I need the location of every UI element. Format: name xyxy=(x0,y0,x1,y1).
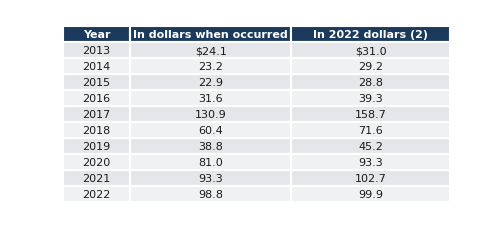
Bar xyxy=(130,186,291,202)
Bar xyxy=(291,123,450,138)
Text: 93.3: 93.3 xyxy=(198,173,223,183)
Text: 22.9: 22.9 xyxy=(198,78,223,88)
Text: Year: Year xyxy=(82,30,110,40)
Text: 39.3: 39.3 xyxy=(358,94,383,104)
Text: 31.6: 31.6 xyxy=(198,94,223,104)
Text: $24.1: $24.1 xyxy=(195,46,226,56)
Text: 2019: 2019 xyxy=(82,141,110,151)
Text: In 2022 dollars (2): In 2022 dollars (2) xyxy=(313,30,428,40)
Text: 93.3: 93.3 xyxy=(358,157,383,167)
Bar xyxy=(130,123,291,138)
Text: 38.8: 38.8 xyxy=(198,141,223,151)
Bar xyxy=(130,75,291,91)
Text: 2018: 2018 xyxy=(82,126,110,136)
Bar xyxy=(62,75,130,91)
Bar xyxy=(130,107,291,123)
Text: 102.7: 102.7 xyxy=(354,173,386,183)
Bar xyxy=(291,91,450,107)
Bar xyxy=(130,170,291,186)
Text: 130.9: 130.9 xyxy=(195,110,226,120)
Bar xyxy=(62,154,130,170)
Text: 2014: 2014 xyxy=(82,62,110,72)
Bar xyxy=(130,91,291,107)
Bar xyxy=(291,59,450,75)
Bar xyxy=(130,138,291,154)
Text: 2016: 2016 xyxy=(82,94,110,104)
Bar xyxy=(291,186,450,202)
Text: 2013: 2013 xyxy=(82,46,110,56)
Bar xyxy=(291,154,450,170)
Text: 29.2: 29.2 xyxy=(358,62,383,72)
Bar xyxy=(130,154,291,170)
Text: 2022: 2022 xyxy=(82,189,110,199)
Bar xyxy=(62,43,130,59)
Text: 23.2: 23.2 xyxy=(198,62,223,72)
Text: 2015: 2015 xyxy=(82,78,110,88)
Bar xyxy=(130,27,291,43)
Bar xyxy=(291,27,450,43)
Text: 45.2: 45.2 xyxy=(358,141,383,151)
Text: 2017: 2017 xyxy=(82,110,110,120)
Bar xyxy=(291,138,450,154)
Bar xyxy=(62,186,130,202)
Text: 60.4: 60.4 xyxy=(198,126,223,136)
Text: 28.8: 28.8 xyxy=(358,78,383,88)
Bar xyxy=(291,170,450,186)
Text: 99.9: 99.9 xyxy=(358,189,383,199)
Bar xyxy=(62,59,130,75)
Bar xyxy=(130,43,291,59)
Bar xyxy=(62,138,130,154)
Text: 2021: 2021 xyxy=(82,173,110,183)
Bar xyxy=(62,107,130,123)
Bar xyxy=(62,123,130,138)
Bar xyxy=(62,91,130,107)
Text: 158.7: 158.7 xyxy=(354,110,386,120)
Text: $31.0: $31.0 xyxy=(355,46,386,56)
Bar xyxy=(291,75,450,91)
Text: 98.8: 98.8 xyxy=(198,189,223,199)
Text: 81.0: 81.0 xyxy=(198,157,223,167)
Bar xyxy=(62,170,130,186)
Bar xyxy=(130,59,291,75)
Bar xyxy=(291,43,450,59)
Bar xyxy=(291,107,450,123)
Text: In dollars when occurred: In dollars when occurred xyxy=(134,30,288,40)
Text: 71.6: 71.6 xyxy=(358,126,383,136)
Bar xyxy=(62,27,130,43)
Text: 2020: 2020 xyxy=(82,157,110,167)
